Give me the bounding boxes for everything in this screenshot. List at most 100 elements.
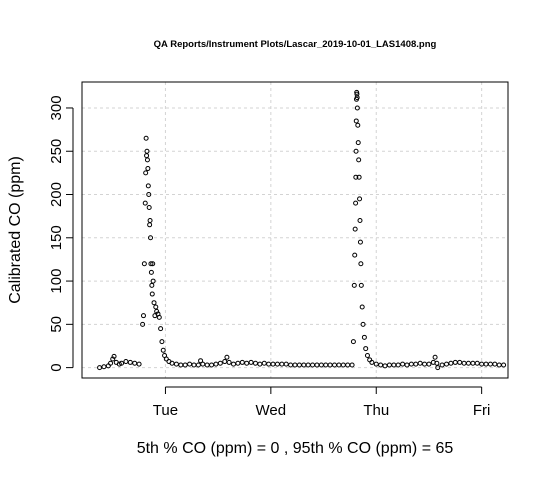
data-point	[149, 282, 155, 288]
y-tick-label: 150	[48, 225, 65, 250]
data-point	[413, 361, 419, 367]
data-point	[209, 362, 215, 368]
data-point	[354, 95, 360, 101]
data-points	[97, 89, 507, 371]
data-point	[367, 357, 373, 363]
data-point	[141, 261, 147, 267]
data-point	[461, 360, 467, 366]
data-point	[213, 361, 219, 367]
x-tick-label: Tue	[153, 402, 178, 419]
data-point	[310, 362, 316, 368]
data-point	[204, 362, 210, 368]
data-point	[191, 362, 197, 368]
data-point	[108, 360, 114, 366]
data-point	[173, 361, 179, 367]
data-point	[266, 361, 272, 367]
data-point	[153, 304, 159, 310]
y-axis: 0 50 100 150 200 250 300	[48, 95, 74, 372]
data-point	[305, 362, 311, 368]
data-point	[448, 360, 454, 366]
data-point	[244, 360, 250, 366]
data-point	[355, 122, 361, 128]
data-point	[470, 360, 476, 366]
data-point	[301, 362, 307, 368]
data-point	[353, 200, 359, 206]
data-point	[358, 261, 364, 267]
data-point	[110, 356, 116, 362]
grid	[82, 82, 508, 378]
data-point	[360, 321, 366, 327]
data-point	[150, 261, 156, 267]
y-tick-label: 0	[48, 363, 65, 371]
data-point	[148, 235, 154, 241]
y-tick-label: 100	[48, 269, 65, 294]
data-point	[350, 339, 356, 345]
data-point	[363, 346, 369, 352]
data-point	[395, 362, 401, 368]
data-point	[140, 321, 146, 327]
data-point	[149, 291, 155, 297]
data-point	[144, 148, 150, 154]
data-point	[252, 360, 258, 366]
data-point	[408, 361, 414, 367]
data-point	[182, 362, 188, 368]
data-point	[422, 361, 428, 367]
data-point	[144, 157, 150, 163]
data-point	[274, 361, 280, 367]
data-point	[151, 300, 157, 306]
data-point	[496, 362, 502, 368]
data-point	[483, 361, 489, 367]
data-point	[357, 217, 363, 223]
data-point	[239, 359, 245, 365]
data-point	[417, 360, 423, 366]
data-point	[145, 183, 151, 189]
x-axis-label: 5th % CO (ppm) = 0 , 95th % CO (ppm) = 6…	[137, 440, 454, 457]
data-point	[369, 359, 375, 365]
y-tick-label: 200	[48, 182, 65, 207]
data-point	[352, 252, 358, 258]
data-point	[435, 365, 441, 371]
data-point	[474, 360, 480, 366]
data-point	[163, 356, 169, 362]
data-point	[444, 361, 450, 367]
data-point	[336, 362, 342, 368]
data-point	[432, 354, 438, 360]
data-point	[361, 334, 367, 340]
data-point	[248, 359, 254, 365]
data-point	[292, 362, 298, 368]
data-point	[351, 282, 357, 288]
data-point	[373, 361, 379, 367]
y-tick-label: 300	[48, 95, 65, 120]
data-point	[144, 153, 150, 159]
data-point	[355, 140, 361, 146]
data-point	[465, 360, 471, 366]
data-point	[226, 359, 232, 365]
data-point	[195, 362, 201, 368]
data-point	[353, 174, 359, 180]
data-point	[318, 362, 324, 368]
x-tick-label: Wed	[256, 402, 287, 419]
data-point	[457, 359, 463, 365]
data-point	[142, 200, 148, 206]
data-point	[352, 226, 358, 232]
x-axis: Tue Wed Thu Fri	[153, 386, 490, 419]
data-point	[123, 359, 129, 365]
data-point	[349, 362, 355, 368]
data-point	[314, 362, 320, 368]
data-point	[356, 157, 362, 163]
data-point	[378, 362, 384, 368]
data-point	[222, 359, 228, 365]
data-point	[111, 353, 117, 359]
data-point	[501, 362, 507, 368]
data-point	[169, 360, 175, 366]
data-point	[404, 362, 410, 368]
data-point	[143, 170, 149, 176]
data-point	[156, 314, 162, 320]
data-point	[158, 326, 164, 332]
data-point	[288, 362, 294, 368]
plot-frame	[81, 81, 509, 379]
data-point	[217, 360, 223, 366]
data-point	[296, 362, 302, 368]
data-point	[340, 362, 346, 368]
